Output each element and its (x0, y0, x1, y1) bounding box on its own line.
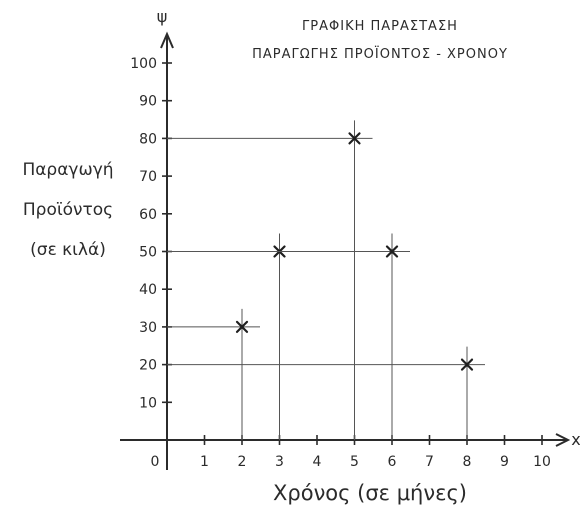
x-tick-label: 10 (533, 454, 551, 470)
y-axis-arrowhead (160, 31, 174, 49)
data-point (385, 245, 399, 258)
x-tick-label: 9 (500, 454, 509, 470)
y-tick-label: 100 (130, 56, 157, 72)
data-point (235, 320, 249, 333)
x-tick-label: 5 (350, 454, 359, 470)
x-tick-label: 6 (388, 454, 397, 470)
y-tick-label: 70 (139, 169, 157, 185)
plot-area: 0 1 2 3 4 5 6 7 8 9 10 10 20 30 40 50 60 70 80 90 100 (120, 31, 571, 470)
y-tick-label: 20 (139, 358, 157, 374)
chart-title-line-1: ΓΡΑΦΙΚΗ ΠΑΡΑΣΤΑΣΗ (302, 19, 458, 34)
chart-title-line-2: ΠΑΡΑΓΩΓΗΣ ΠΡΟΪΟΝΤΟΣ - ΧΡΟΝΟΥ (252, 46, 508, 62)
x-axis-label: Χρόνος (σε μήνες) (273, 481, 467, 505)
y-tick-label: 30 (139, 320, 157, 336)
data-point-marker-stroke (235, 320, 249, 333)
x-tick-label: 8 (463, 454, 472, 470)
x-tick-label: 3 (275, 454, 284, 470)
y-tick-label: 80 (139, 131, 157, 147)
x-tick-label: 4 (313, 454, 322, 470)
chart-title: ΓΡΑΦΙΚΗ ΠΑΡΑΣΤΑΣΗ ΠΑΡΑΓΩΓΗΣ ΠΡΟΪΟΝΤΟΣ - … (252, 19, 508, 62)
x-tick-label: 1 (200, 454, 209, 470)
data-point-marker-stroke (348, 132, 361, 145)
y-tick-label: 40 (139, 282, 157, 298)
y-tick-label: 10 (139, 395, 157, 411)
y-axis-name: ψ (157, 7, 168, 26)
y-tick-label: 90 (139, 94, 157, 110)
y-axis-label-line-1: Παραγωγή (22, 160, 113, 180)
x-tick-label: 2 (238, 454, 247, 470)
y-tick-label: 50 (139, 245, 157, 261)
x-axis-arrowhead (555, 433, 571, 447)
x-tick-label: 7 (425, 454, 434, 470)
y-axis-label-line-3: (σε κιλά) (30, 240, 106, 260)
data-point-marker-stroke (385, 245, 399, 258)
y-axis-label-line-2: Προϊόντος (23, 200, 113, 220)
x-tick-label: 0 (151, 454, 160, 470)
y-axis-label: Παραγωγή Προϊόντος (σε κιλά) (22, 160, 113, 260)
data-point (460, 358, 474, 371)
x-axis-name: x (571, 430, 580, 449)
data-point-marker-stroke (460, 358, 474, 371)
y-tick-label: 60 (139, 207, 157, 223)
data-point (348, 132, 361, 145)
